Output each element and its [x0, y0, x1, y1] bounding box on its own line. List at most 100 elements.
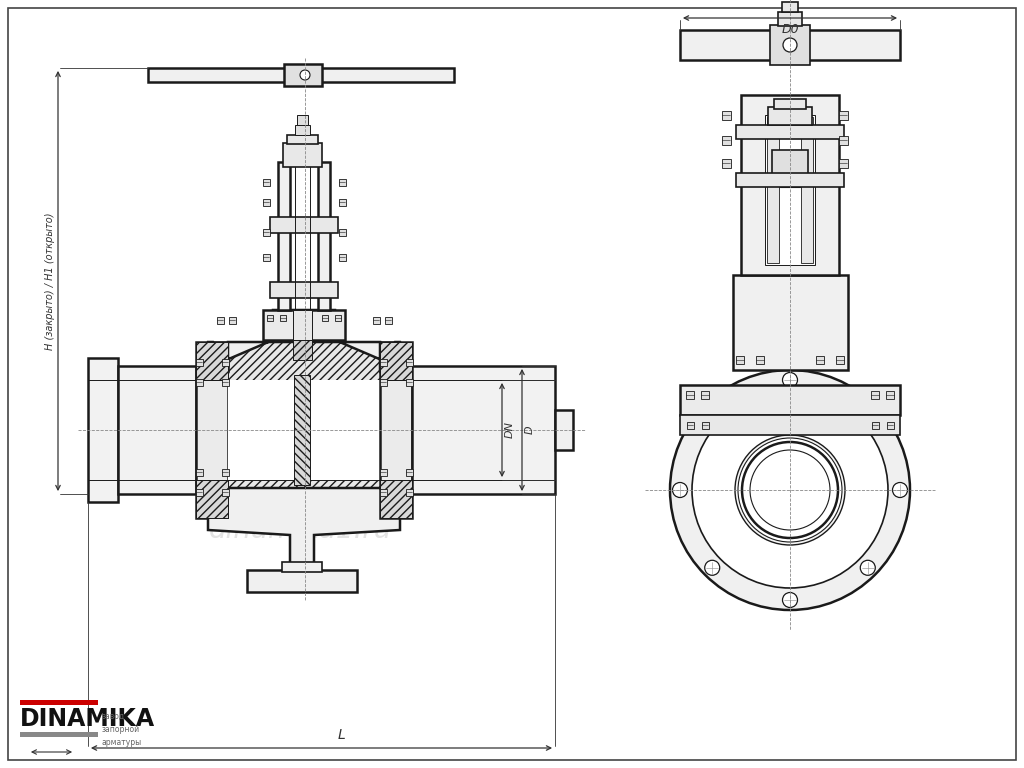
Circle shape: [750, 450, 830, 530]
Bar: [406, 359, 413, 366]
Bar: [768, 107, 812, 125]
Bar: [283, 143, 322, 167]
Bar: [196, 379, 203, 386]
Text: D0: D0: [781, 23, 799, 36]
Circle shape: [782, 592, 798, 607]
Bar: [680, 415, 900, 435]
Bar: [297, 115, 308, 125]
Bar: [263, 310, 345, 340]
Bar: [247, 570, 357, 592]
Bar: [294, 375, 310, 485]
Bar: [282, 562, 322, 572]
Bar: [380, 342, 412, 380]
Bar: [339, 229, 346, 236]
Bar: [20, 700, 98, 705]
Bar: [380, 342, 412, 518]
Bar: [722, 159, 731, 168]
Bar: [380, 469, 387, 476]
Bar: [222, 379, 229, 386]
Bar: [228, 380, 380, 480]
Text: DINAMIKA: DINAMIKA: [20, 707, 155, 731]
Bar: [836, 356, 844, 364]
Circle shape: [893, 482, 907, 498]
Bar: [20, 732, 98, 737]
Bar: [335, 315, 341, 321]
Bar: [318, 162, 330, 310]
Bar: [287, 135, 318, 144]
Circle shape: [742, 442, 838, 538]
Circle shape: [783, 38, 797, 52]
Bar: [228, 480, 380, 518]
Bar: [148, 68, 454, 82]
Circle shape: [705, 405, 720, 420]
Bar: [293, 340, 312, 360]
Bar: [733, 275, 848, 370]
Bar: [412, 366, 555, 494]
Bar: [196, 342, 228, 518]
Bar: [339, 254, 346, 261]
Bar: [770, 25, 810, 65]
Bar: [380, 480, 412, 518]
Circle shape: [860, 561, 876, 575]
Polygon shape: [380, 488, 400, 518]
Polygon shape: [380, 342, 400, 372]
Bar: [196, 469, 203, 476]
Bar: [380, 379, 387, 386]
Bar: [267, 315, 273, 321]
Bar: [778, 12, 802, 26]
Circle shape: [782, 372, 798, 388]
Polygon shape: [203, 310, 406, 372]
Circle shape: [738, 438, 842, 542]
Bar: [380, 489, 387, 496]
Bar: [217, 317, 224, 324]
Text: L: L: [338, 728, 345, 742]
Text: dinamika1.ru: dinamika1.ru: [208, 516, 392, 544]
Bar: [756, 356, 764, 364]
Bar: [886, 391, 894, 399]
Bar: [339, 179, 346, 186]
Bar: [767, 117, 779, 263]
Bar: [765, 115, 815, 265]
Bar: [736, 125, 844, 139]
Bar: [373, 317, 380, 324]
Bar: [88, 358, 118, 502]
Bar: [872, 422, 879, 429]
Bar: [278, 162, 290, 310]
Bar: [196, 342, 228, 380]
Bar: [839, 136, 848, 145]
Bar: [702, 422, 709, 429]
Bar: [263, 179, 270, 186]
Bar: [270, 217, 338, 233]
Bar: [736, 356, 744, 364]
Circle shape: [692, 392, 888, 588]
Bar: [222, 489, 229, 496]
Bar: [263, 254, 270, 261]
Polygon shape: [208, 488, 400, 570]
Bar: [406, 469, 413, 476]
Bar: [816, 356, 824, 364]
Bar: [118, 366, 196, 494]
Bar: [263, 229, 270, 236]
Bar: [722, 136, 731, 145]
Bar: [772, 150, 808, 175]
Bar: [839, 111, 848, 120]
Text: DN: DN: [505, 422, 515, 439]
Circle shape: [673, 482, 687, 498]
Bar: [284, 64, 322, 86]
Circle shape: [860, 405, 876, 420]
Circle shape: [735, 435, 845, 545]
Bar: [782, 2, 798, 12]
Bar: [293, 310, 312, 340]
Bar: [385, 317, 392, 324]
Bar: [686, 391, 694, 399]
Bar: [801, 117, 813, 263]
Bar: [555, 410, 573, 450]
Circle shape: [705, 561, 720, 575]
Bar: [406, 489, 413, 496]
Bar: [701, 391, 709, 399]
Bar: [270, 282, 338, 298]
Bar: [196, 489, 203, 496]
Bar: [774, 99, 806, 109]
Bar: [839, 159, 848, 168]
Bar: [680, 385, 900, 415]
